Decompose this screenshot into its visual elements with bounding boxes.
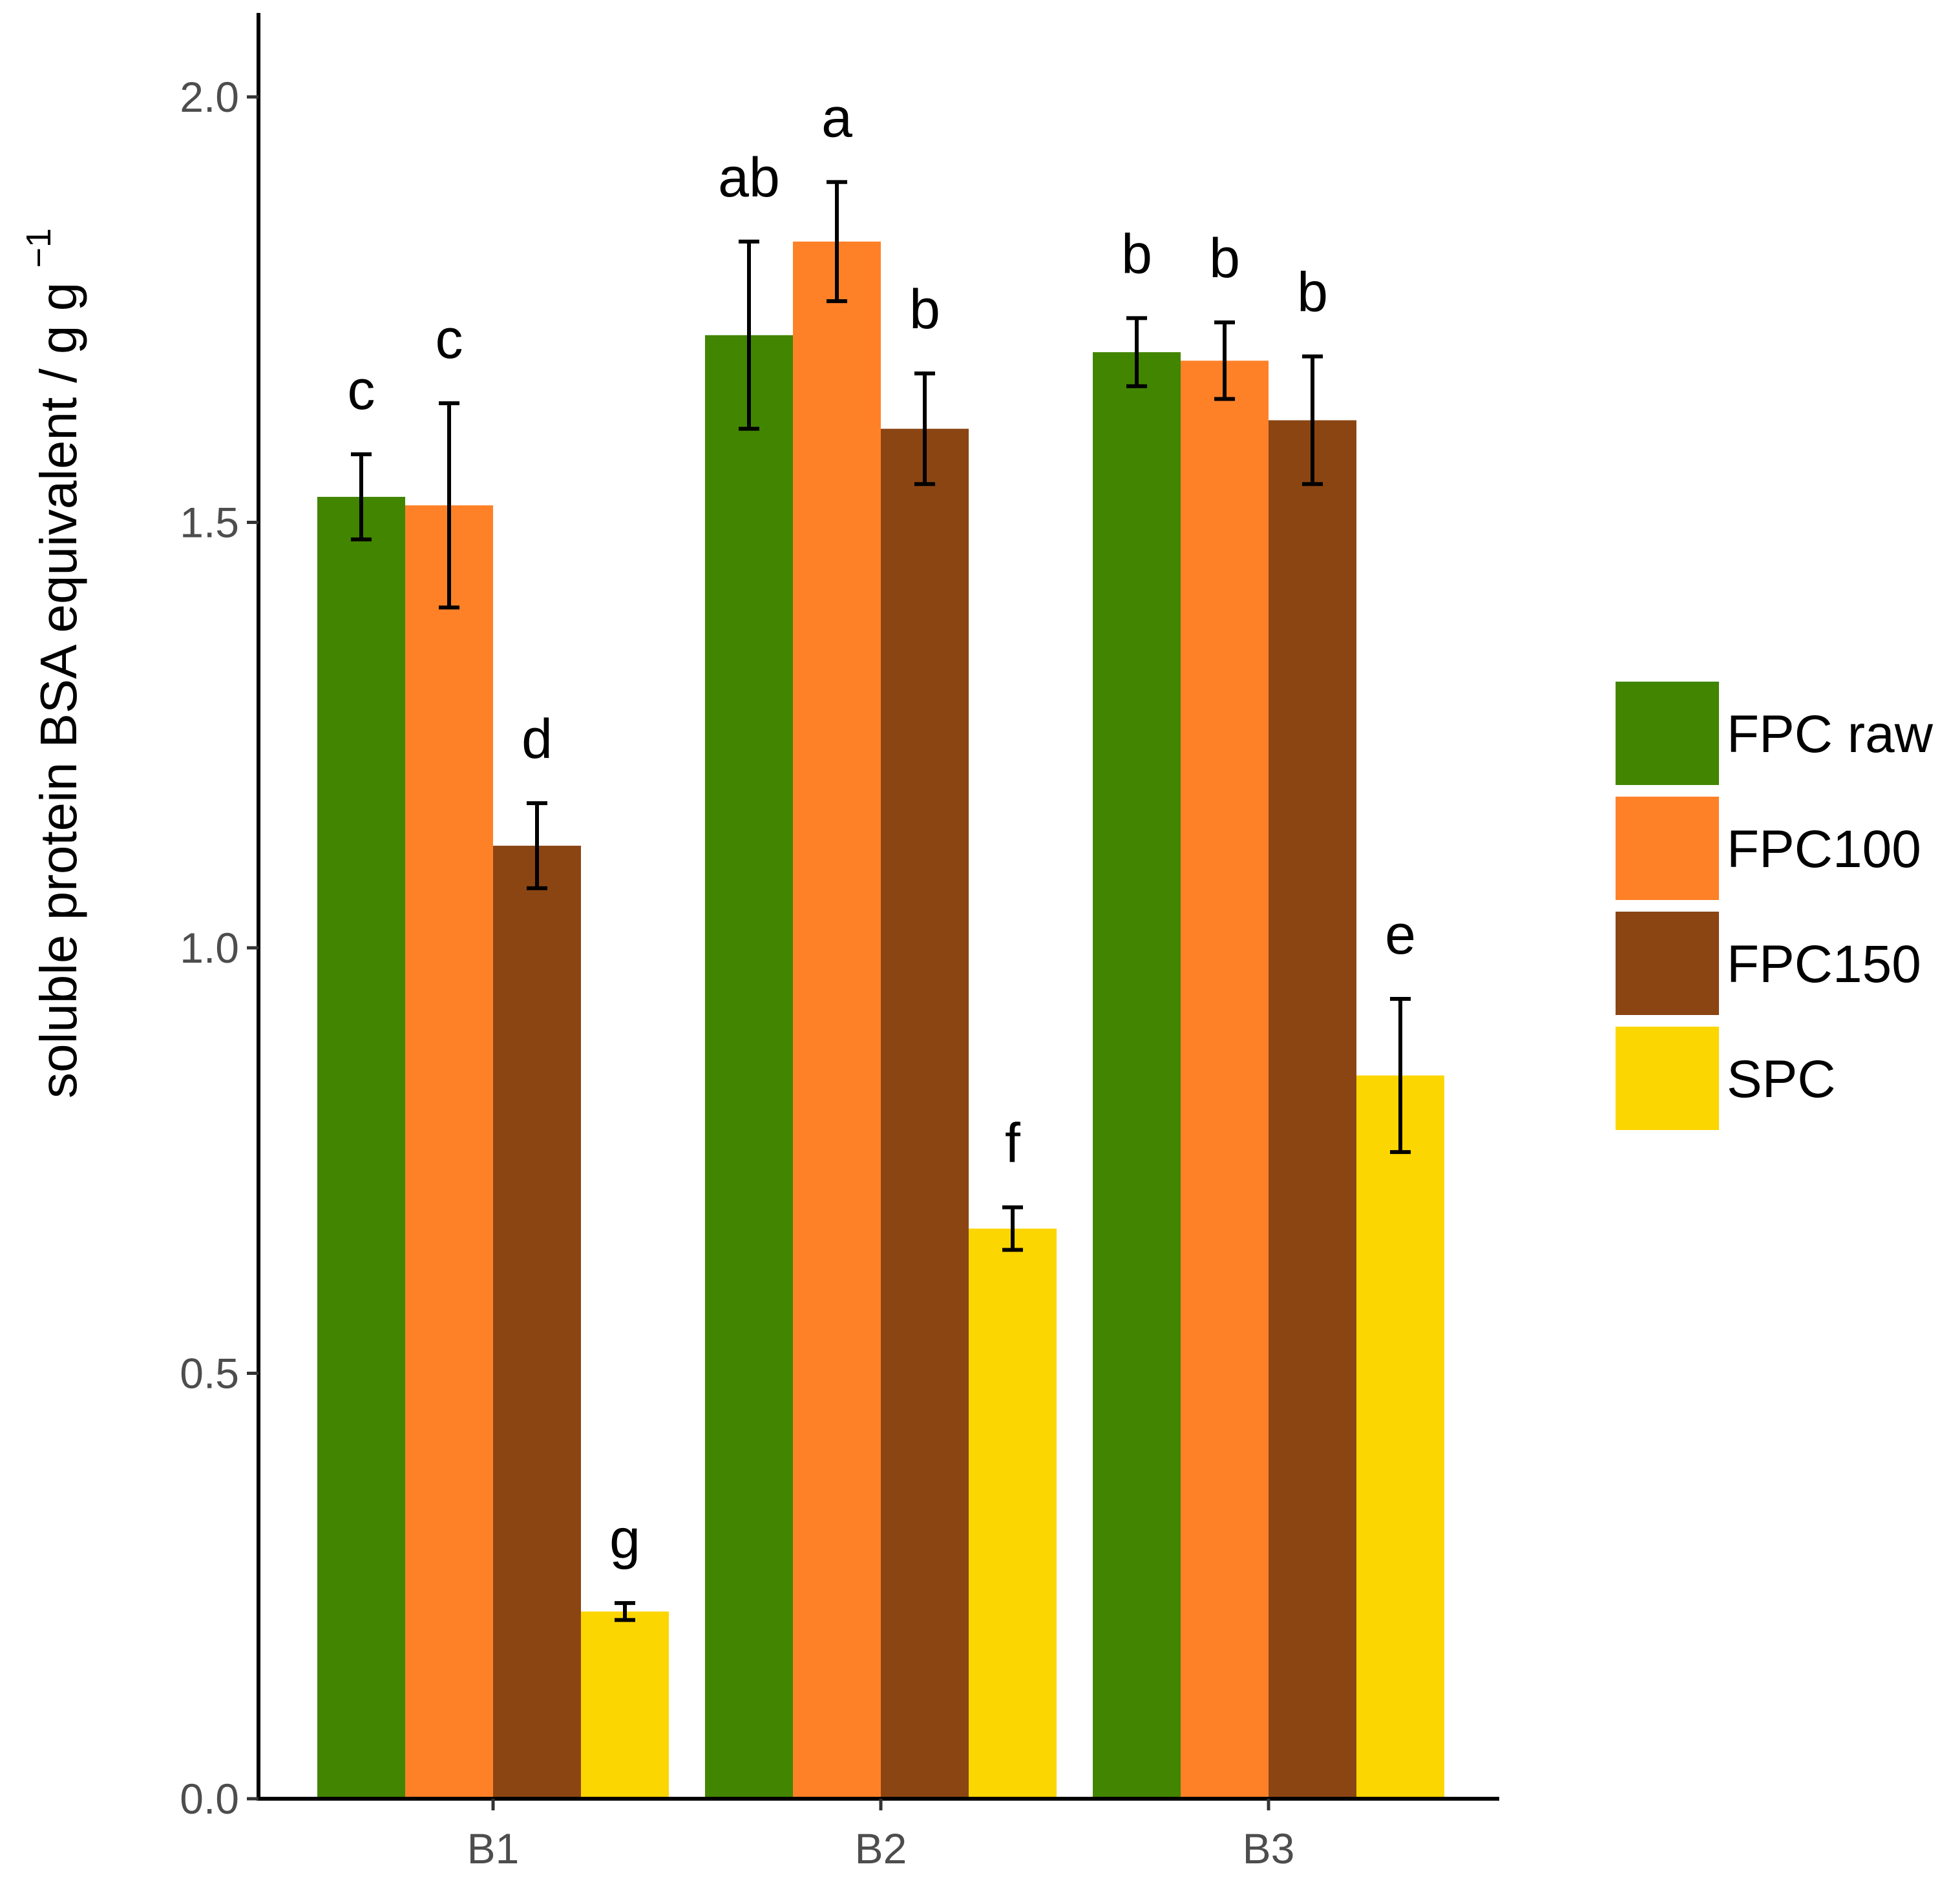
legend-label: FPC100 xyxy=(1727,820,1921,879)
error-bar-b1-fpc100 xyxy=(439,401,459,610)
significance-letter-b2-fpc150: b xyxy=(909,278,940,340)
legend-key xyxy=(1616,682,1719,785)
significance-letter-b2-fpc100: a xyxy=(821,87,852,149)
bar-b2-spc xyxy=(969,1228,1057,1799)
bar-b3-fpc150 xyxy=(1269,420,1356,1799)
bar-b3-fpc100 xyxy=(1181,361,1269,1799)
error-bar-b1-fpc150 xyxy=(527,801,547,890)
error-bar-b3-spc xyxy=(1390,997,1411,1155)
significance-letter-b3-fpc150: b xyxy=(1297,262,1328,324)
legend-item-spc: SPC xyxy=(1616,1027,1836,1130)
y-axis-title-text: soluble protein BSA equivalent / g g xyxy=(30,282,87,1098)
x-tick-label-b1: B1 xyxy=(467,1825,520,1872)
significance-letter-b2-spc: f xyxy=(1005,1113,1021,1175)
y-tick-label: 1.5 xyxy=(180,499,239,547)
legend-item-fpc150: FPC150 xyxy=(1616,912,1921,1015)
significance-letter-b3-spc: e xyxy=(1385,904,1416,966)
error-bar-b2-fpc-raw xyxy=(739,239,759,431)
y-tick-label: 0.0 xyxy=(180,1775,239,1823)
legend-label: FPC raw xyxy=(1727,705,1934,764)
bar-b1-fpc100 xyxy=(405,505,493,1799)
error-bar-b3-fpc150 xyxy=(1302,354,1323,487)
significance-letter-b2-fpc-raw: ab xyxy=(718,147,780,209)
significance-letter-b3-fpc100: b xyxy=(1209,227,1240,289)
y-axis-title-superscript: −1 xyxy=(19,228,58,268)
y-axis-title: soluble protein BSA equivalent / g g −1 xyxy=(19,228,87,1098)
error-bar-b2-spc xyxy=(1002,1205,1023,1252)
legend-key xyxy=(1616,1027,1719,1130)
error-bar-b2-fpc150 xyxy=(914,372,935,487)
significance-letter-b1-fpc150: d xyxy=(522,708,553,770)
error-bar-b2-fpc100 xyxy=(827,180,847,304)
legend-label: FPC150 xyxy=(1727,935,1921,994)
bar-b1-fpc150 xyxy=(493,845,581,1799)
bar-b3-spc xyxy=(1356,1075,1444,1799)
significance-letter-b1-fpc100: c xyxy=(436,308,463,370)
legend-item-fpc100: FPC100 xyxy=(1616,797,1921,900)
bar-b1-fpc-raw xyxy=(317,496,405,1799)
significance-letter-b1-spc: g xyxy=(609,1508,640,1570)
significance-letter-b3-fpc-raw: b xyxy=(1121,223,1152,285)
bar-b2-fpc150 xyxy=(881,428,969,1799)
error-bar-b3-fpc100 xyxy=(1214,320,1235,401)
error-bars-layer xyxy=(351,180,1411,1622)
x-tick-label-b3: B3 xyxy=(1243,1825,1295,1872)
legend-label: SPC xyxy=(1727,1050,1836,1109)
y-tick-label: 1.0 xyxy=(180,924,239,972)
bar-b3-fpc-raw xyxy=(1093,352,1181,1799)
x-tick-label-b2: B2 xyxy=(855,1825,907,1872)
legend-item-fpc-raw: FPC raw xyxy=(1616,682,1934,785)
bar-b2-fpc100 xyxy=(793,241,881,1799)
y-tick-label: 2.0 xyxy=(180,73,239,121)
bar-b1-spc xyxy=(581,1611,669,1799)
y-tick-label: 0.5 xyxy=(180,1350,239,1398)
legend-key xyxy=(1616,912,1719,1015)
axes-layer: 0.0 0.5 1.0 1.5 2.0 B1 B2 B3 xyxy=(180,13,1499,1872)
error-bar-b3-fpc-raw xyxy=(1126,316,1147,388)
error-bar-b1-spc xyxy=(615,1601,635,1622)
legend-key xyxy=(1616,797,1719,900)
error-bar-b1-fpc-raw xyxy=(351,452,372,541)
bars-layer xyxy=(317,241,1444,1799)
bar-b2-fpc-raw xyxy=(705,335,793,1799)
significance-letter-b1-fpc-raw: c xyxy=(348,359,375,421)
legend: FPC raw FPC100 FPC150 SPC xyxy=(1616,682,1934,1130)
